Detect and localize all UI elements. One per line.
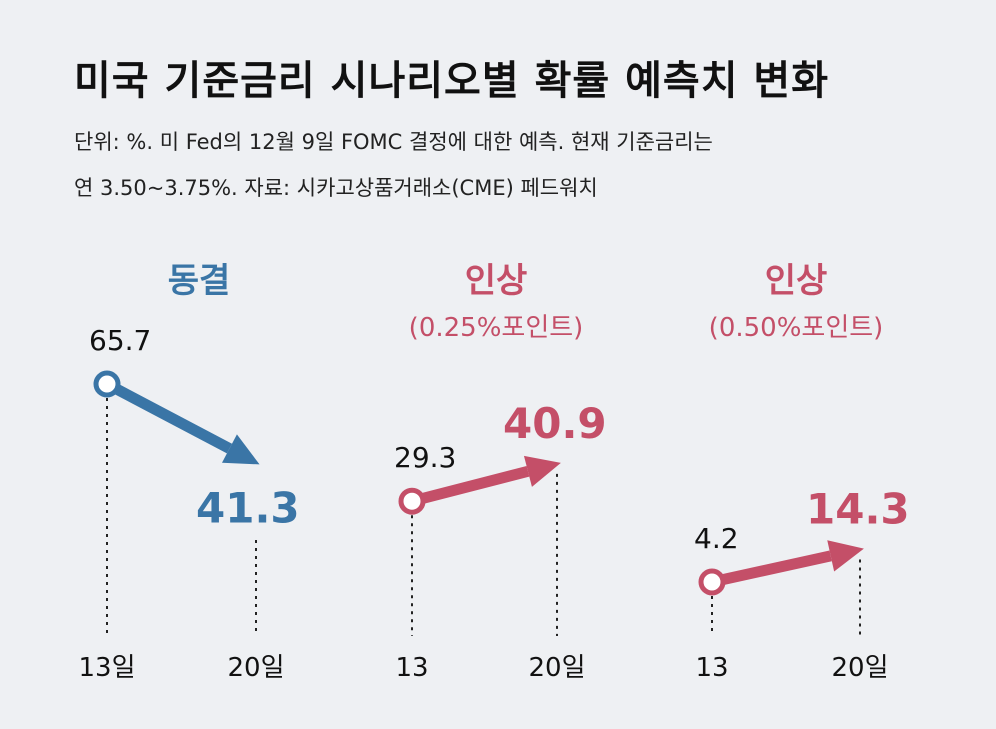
start-value-label-2: 4.2 [694, 522, 739, 555]
trend-arrow-shaft-1 [410, 466, 530, 507]
end-value-label-2: 14.3 [806, 484, 910, 533]
trend-arrow-head-2 [827, 540, 864, 572]
panel-subtitle-2: (0.50%포인트) [709, 313, 884, 343]
panel-title-0: 동결 [168, 261, 231, 301]
end-value-label-0: 41.3 [196, 484, 300, 533]
start-point-marker-2 [698, 568, 726, 596]
subtitle-line-1: 단위: %. 미 Fed의 12월 9일 FOMC 결정에 대한 예측. 현재 … [74, 130, 713, 154]
start-point-marker-1 [398, 487, 426, 515]
x-tick-end-1: 20일 [528, 653, 585, 683]
start-value-label-1: 29.3 [394, 441, 456, 474]
panel-title-2: 인상 [765, 261, 828, 301]
subtitle-line-2: 연 3.50~3.75%. 자료: 시카고상품거래소(CME) 페드워치 [74, 176, 598, 200]
trend-arrow-shaft-2 [710, 550, 832, 588]
x-tick-end-2: 20일 [831, 653, 888, 683]
start-point-marker-0 [93, 370, 121, 398]
page-title: 미국 기준금리 시나리오별 확률 예측치 변화 [74, 58, 830, 104]
trend-arrow-head-1 [523, 455, 561, 487]
panel-title-1: 인상 [465, 261, 528, 301]
x-tick-start-1: 13 [395, 653, 428, 683]
x-tick-end-0: 20일 [227, 653, 284, 683]
trend-arrow-shaft-0 [104, 379, 233, 454]
x-tick-start-2: 13 [695, 653, 728, 683]
panel-subtitle-1: (0.25%포인트) [409, 313, 584, 343]
x-tick-start-0: 13일 [78, 653, 135, 683]
start-value-label-0: 65.7 [89, 324, 151, 357]
end-value-label-1: 40.9 [503, 399, 607, 448]
trend-arrow-head-0 [222, 434, 260, 465]
